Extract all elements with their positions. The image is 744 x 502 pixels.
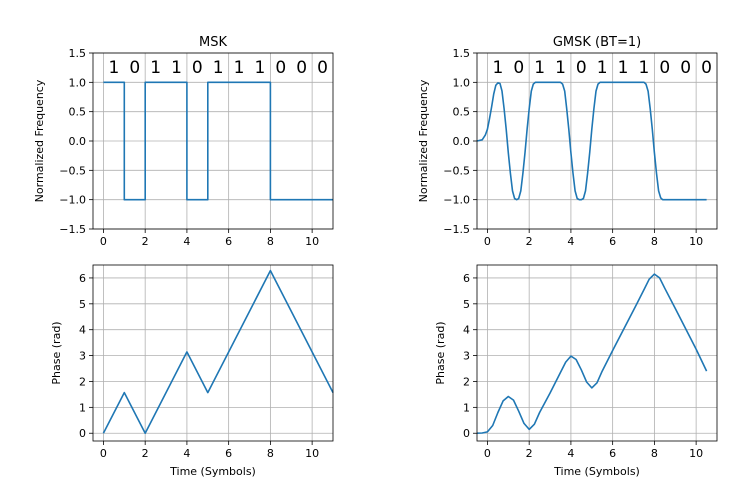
gmsk-freq-bit-label: 1 <box>534 58 545 78</box>
gmsk-freq-y-tick-label: −1.0 <box>443 194 470 207</box>
gmsk-freq-y-tick-label: −0.5 <box>443 164 470 177</box>
gmsk-freq-x-tick-label: 2 <box>526 235 533 248</box>
msk-freq-x-tick-label: 8 <box>267 235 274 248</box>
gmsk-freq-series-line <box>476 81 707 201</box>
msk-phase-x-tick-label: 2 <box>142 447 149 460</box>
gmsk-freq-bit-label: 0 <box>701 58 712 78</box>
gmsk-freq-bit-label: 0 <box>576 58 587 78</box>
gmsk-phase-y-tick-label: 1 <box>463 401 470 414</box>
msk-freq-bit-label: 1 <box>213 58 224 78</box>
gmsk-phase-x-tick-label: 10 <box>689 447 703 460</box>
msk-phase-y-tick-label: 5 <box>79 298 86 311</box>
msk-phase-x-tick-label: 10 <box>305 447 319 460</box>
gmsk-phase-y-axis-label: Phase (rad) <box>434 321 447 384</box>
gmsk-freq-y-tick-label: 1.0 <box>453 76 471 89</box>
msk-freq-bit-label: 1 <box>255 58 266 78</box>
msk-freq-y-tick-label: 0.5 <box>69 106 87 119</box>
gmsk-phase-y-tick-label: 3 <box>463 350 470 363</box>
msk-freq-series-line <box>103 81 333 201</box>
msk-phase-x-tick-label: 6 <box>225 447 232 460</box>
msk-phase-panel: 0 2 4 6 8 10 0 1 2 3 4 5 6 Phase (rad) Time (Symbols) <box>50 264 334 478</box>
msk-freq-bit-label: 1 <box>108 58 119 78</box>
gmsk-phase-y-tick-label: 6 <box>463 272 470 285</box>
gmsk-freq-bit-label: 0 <box>680 58 691 78</box>
msk-freq-bit-label: 0 <box>317 58 328 78</box>
msk-freq-x-tick-label: 6 <box>225 235 232 248</box>
gmsk-freq-y-tick-label: 0.0 <box>453 135 471 148</box>
gmsk-phase-x-tick-label: 4 <box>567 447 574 460</box>
gmsk-freq-y-tick-label: −1.5 <box>443 223 470 236</box>
msk-freq-bit-label: 0 <box>192 58 203 78</box>
msk-freq-y-tick-label: 1.0 <box>69 76 87 89</box>
gmsk-phase-y-tick-label: 5 <box>463 298 470 311</box>
msk-freq-y-tick-label: 0.0 <box>69 135 87 148</box>
msk-phase-y-tick-label: 4 <box>79 324 86 337</box>
gmsk-freq-title: GMSK (BT=1) <box>553 35 641 50</box>
gmsk-freq-x-tick-label: 8 <box>651 235 658 248</box>
msk-freq-y-tick-label: 1.5 <box>69 47 87 60</box>
gmsk-freq-bit-label: 0 <box>659 58 670 78</box>
gmsk-phase-x-tick-label: 8 <box>651 447 658 460</box>
gmsk-freq-bit-label: 1 <box>492 58 503 78</box>
msk-freq-x-tick-label: 4 <box>183 235 190 248</box>
gmsk-phase-x-axis-label: Time (Symbols) <box>553 465 640 478</box>
msk-freq-y-axis-label: Normalized Frequency <box>33 79 46 202</box>
gmsk-phase-x-tick-label: 0 <box>484 447 491 460</box>
gmsk-freq-y-axis-label: Normalized Frequency <box>417 79 430 202</box>
gmsk-freq-y-tick-label: 0.5 <box>453 106 471 119</box>
msk-freq-bit-label: 0 <box>296 58 307 78</box>
msk-freq-bit-label: 1 <box>150 58 161 78</box>
msk-phase-x-tick-label: 4 <box>183 447 190 460</box>
gmsk-freq-x-tick-label: 4 <box>567 235 574 248</box>
gmsk-freq-x-tick-label: 6 <box>609 235 616 248</box>
gmsk-freq-x-tick-label: 0 <box>484 235 491 248</box>
gmsk-freq-bit-label: 1 <box>597 58 608 78</box>
msk-phase-y-tick-label: 0 <box>79 427 86 440</box>
msk-phase-x-axis-label: Time (Symbols) <box>169 465 256 478</box>
msk-phase-y-tick-label: 3 <box>79 350 86 363</box>
gmsk-phase-series-line <box>476 273 708 434</box>
gmsk-freq-bit-label: 1 <box>555 58 566 78</box>
gmsk-phase-x-tick-label: 2 <box>526 447 533 460</box>
msk-phase-axes-frame <box>92 264 334 442</box>
msk-freq-bit-label: 1 <box>234 58 245 78</box>
gmsk-freq-bit-label: 1 <box>639 58 650 78</box>
msk-phase-y-tick-label: 2 <box>79 375 86 388</box>
msk-phase-y-tick-label: 1 <box>79 401 86 414</box>
gmsk-freq-y-tick-label: 1.5 <box>453 47 471 60</box>
msk-freq-title: MSK <box>199 35 227 50</box>
gmsk-phase-x-tick-label: 6 <box>609 447 616 460</box>
msk-freq-y-tick-label: −1.5 <box>59 223 86 236</box>
msk-phase-x-tick-label: 0 <box>100 447 107 460</box>
msk-phase-y-tick-label: 6 <box>79 272 86 285</box>
msk-phase-y-axis-label: Phase (rad) <box>50 321 63 384</box>
msk-phase-series-line <box>102 269 334 435</box>
msk-freq-bit-label: 0 <box>129 58 140 78</box>
gmsk-phase-y-tick-label: 2 <box>463 375 470 388</box>
gmsk-frequency-panel: 0 2 4 6 8 10−1.5−1.0−0.50.00.51.01.5Normalize… <box>417 35 718 248</box>
msk-freq-bit-label: 1 <box>171 58 182 78</box>
msk-phase-x-tick-label: 8 <box>267 447 274 460</box>
msk-freq-x-tick-label: 2 <box>142 235 149 248</box>
msk-freq-y-tick-label: −0.5 <box>59 164 86 177</box>
gmsk-phase-y-tick-label: 0 <box>463 427 470 440</box>
gmsk-freq-x-tick-label: 10 <box>689 235 703 248</box>
gmsk-phase-panel: 0 2 4 6 8 10 0 1 2 3 4 5 6 Phase (rad) Time (Symbols) <box>434 264 718 478</box>
msk-freq-bit-label: 0 <box>275 58 286 78</box>
msk-freq-x-tick-label: 10 <box>305 235 319 248</box>
gmsk-phase-axes-frame <box>476 264 718 442</box>
msk-freq-x-tick-label: 0 <box>100 235 107 248</box>
msk-frequency-panel: 0 2 4 6 8 10−1.5−1.0−0.50.00.51.01.5Normalize… <box>33 35 334 248</box>
gmsk-freq-bit-label: 1 <box>618 58 629 78</box>
gmsk-freq-bit-label: 0 <box>513 58 524 78</box>
msk-freq-y-tick-label: −1.0 <box>59 194 86 207</box>
gmsk-phase-y-tick-label: 4 <box>463 324 470 337</box>
